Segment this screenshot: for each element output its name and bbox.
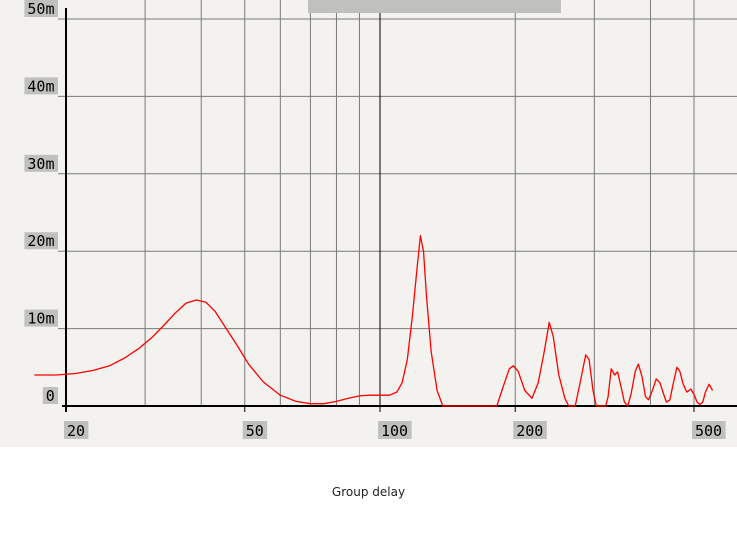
- y-tick-label: 10m: [27, 310, 54, 328]
- x-tick-label-bg: [692, 421, 726, 439]
- chart-caption: Group delay: [331, 485, 406, 499]
- plot-area: 0 10m 20m 30m 40m 50m 20 50 100 200 500: [0, 0, 737, 447]
- chart-header-bar: [308, 0, 561, 13]
- group-delay-line: [34, 235, 714, 407]
- x-tick-label: 50: [246, 422, 264, 440]
- y-tick-label: 50m: [27, 0, 54, 18]
- y-tick-label-bg: [24, 232, 58, 250]
- y-tick-label-bg: [24, 77, 58, 95]
- x-tick-label-bg: [242, 421, 268, 439]
- x-tick-label-bg: [513, 421, 547, 439]
- group-delay-chart: 0 10m 20m 30m 40m 50m 20 50 100 200 500: [24, 0, 737, 440]
- x-tick-label: 100: [381, 422, 408, 440]
- y-tick-label: 40m: [27, 77, 54, 95]
- x-tick-label: 20: [67, 422, 85, 440]
- x-tick-label-bg: [378, 421, 412, 439]
- y-tick-label-bg: [24, 309, 58, 327]
- y-tick-label: 20m: [27, 232, 54, 250]
- y-tick-label-bg: [24, 154, 58, 172]
- y-tick-label-bg: [24, 0, 58, 17]
- x-tick-label: 500: [695, 422, 722, 440]
- x-tick-label: 200: [516, 422, 543, 440]
- x-tick-label-bg: [64, 421, 89, 439]
- y-tick-label: 0: [46, 387, 55, 405]
- y-tick-label: 30m: [27, 155, 54, 173]
- y-tick-label-bg: [42, 387, 58, 404]
